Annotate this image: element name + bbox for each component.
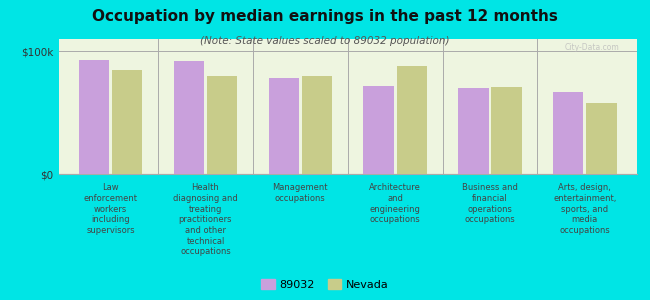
Bar [174, 61, 204, 174]
Bar [491, 87, 522, 174]
Text: Arts, design,
entertainment,
sports, and
media
occupations: Arts, design, entertainment, sports, and… [553, 183, 617, 235]
Bar [207, 76, 237, 174]
Text: Business and
financial
operations
occupations: Business and financial operations occupa… [462, 183, 518, 224]
Text: Management
occupations: Management occupations [272, 183, 328, 203]
Text: City-Data.com: City-Data.com [565, 43, 619, 52]
Bar [586, 103, 617, 174]
Text: (Note: State values scaled to 89032 population): (Note: State values scaled to 89032 popu… [200, 36, 450, 46]
Bar [268, 78, 299, 174]
Text: Health
diagnosing and
treating
practitioners
and other
technical
occupations: Health diagnosing and treating practitio… [173, 183, 238, 256]
Legend: 89032, Nevada: 89032, Nevada [257, 275, 393, 294]
Bar [302, 76, 332, 174]
Bar [79, 60, 109, 174]
Bar [396, 66, 427, 174]
Bar [112, 70, 142, 174]
Bar [458, 88, 489, 174]
Text: Law
enforcement
workers
including
supervisors: Law enforcement workers including superv… [84, 183, 138, 235]
Text: Architecture
and
engineering
occupations: Architecture and engineering occupations [369, 183, 421, 224]
Bar [363, 85, 394, 174]
Bar [553, 92, 584, 174]
Text: Occupation by median earnings in the past 12 months: Occupation by median earnings in the pas… [92, 9, 558, 24]
